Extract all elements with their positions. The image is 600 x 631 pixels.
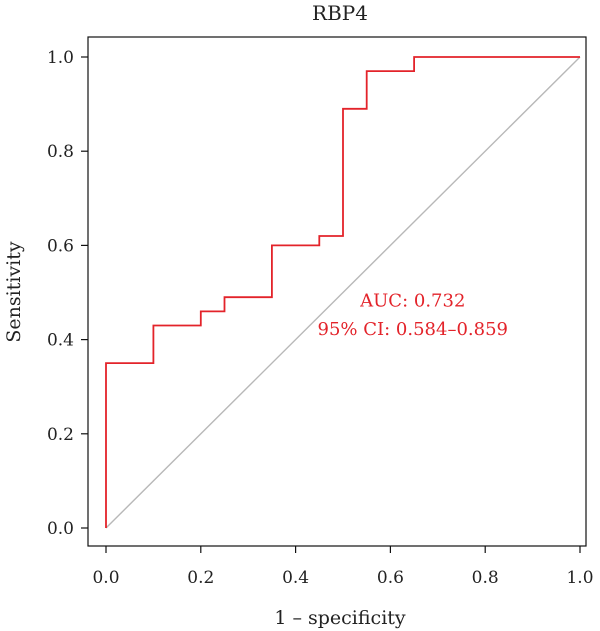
- y-axis-label: Sensitivity: [3, 241, 25, 342]
- y-tick-label: 0.4: [47, 331, 74, 351]
- annotation-layer: AUC: 0.732 95% CI: 0.584–0.859: [318, 291, 508, 340]
- y-tick-label: 0.0: [47, 519, 74, 539]
- series-layer: [105, 56, 581, 529]
- x-tick-label: 0.8: [472, 568, 499, 588]
- x-axis: 0.0 0.2 0.4 0.6 0.8 1.0: [92, 546, 594, 588]
- reference-diagonal-line: [105, 56, 581, 529]
- y-axis: 0.0 0.2 0.4 0.6 0.8 1.0: [47, 48, 88, 539]
- x-axis-label: 1 – specificity: [274, 607, 406, 629]
- x-tick-label: 0.4: [282, 568, 309, 588]
- x-tick-label: 1.0: [566, 568, 593, 588]
- plot-frame: [87, 36, 587, 547]
- annotation-text: 95% CI: 0.584–0.859: [318, 319, 508, 340]
- x-tick-label: 0.2: [187, 568, 214, 588]
- chart-title: RBP4: [312, 1, 368, 25]
- x-tick-label: 0.0: [92, 568, 119, 588]
- y-tick-label: 1.0: [47, 48, 74, 68]
- y-tick-label: 0.2: [47, 425, 74, 445]
- annotation-text: AUC: 0.732: [359, 291, 465, 312]
- y-tick-label: 0.6: [47, 236, 74, 256]
- x-tick-label: 0.6: [377, 568, 404, 588]
- roc-curve-line: [105, 56, 580, 528]
- y-tick-label: 0.8: [47, 142, 74, 162]
